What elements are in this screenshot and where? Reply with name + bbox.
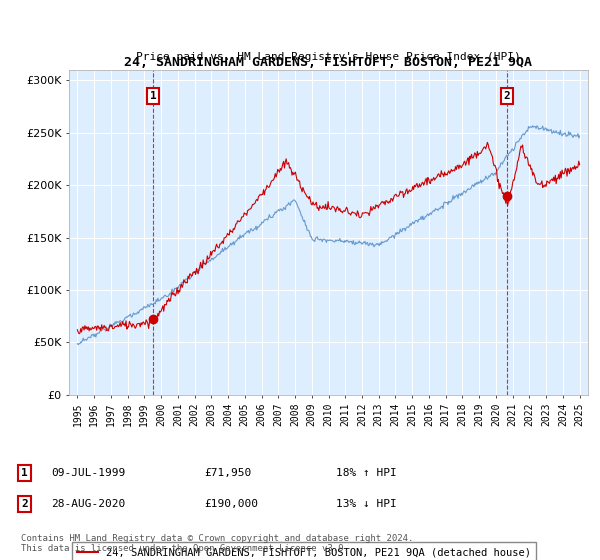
Text: 09-JUL-1999: 09-JUL-1999 xyxy=(51,468,125,478)
Text: Contains HM Land Registry data © Crown copyright and database right 2024.
This d: Contains HM Land Registry data © Crown c… xyxy=(21,534,413,553)
Text: Price paid vs. HM Land Registry's House Price Index (HPI): Price paid vs. HM Land Registry's House … xyxy=(136,52,521,62)
Text: £71,950: £71,950 xyxy=(204,468,251,478)
Text: 28-AUG-2020: 28-AUG-2020 xyxy=(51,499,125,509)
Legend: 24, SANDRINGHAM GARDENS, FISHTOFT, BOSTON, PE21 9QA (detached house), HPI: Avera: 24, SANDRINGHAM GARDENS, FISHTOFT, BOSTO… xyxy=(71,542,536,560)
Text: 18% ↑ HPI: 18% ↑ HPI xyxy=(336,468,397,478)
Text: 13% ↓ HPI: 13% ↓ HPI xyxy=(336,499,397,509)
Text: £190,000: £190,000 xyxy=(204,499,258,509)
Text: 1: 1 xyxy=(149,91,157,101)
Title: 24, SANDRINGHAM GARDENS, FISHTOFT, BOSTON, PE21 9QA: 24, SANDRINGHAM GARDENS, FISHTOFT, BOSTO… xyxy=(125,56,533,69)
Text: 1: 1 xyxy=(21,468,28,478)
Text: 2: 2 xyxy=(503,91,511,101)
Text: 2: 2 xyxy=(21,499,28,509)
